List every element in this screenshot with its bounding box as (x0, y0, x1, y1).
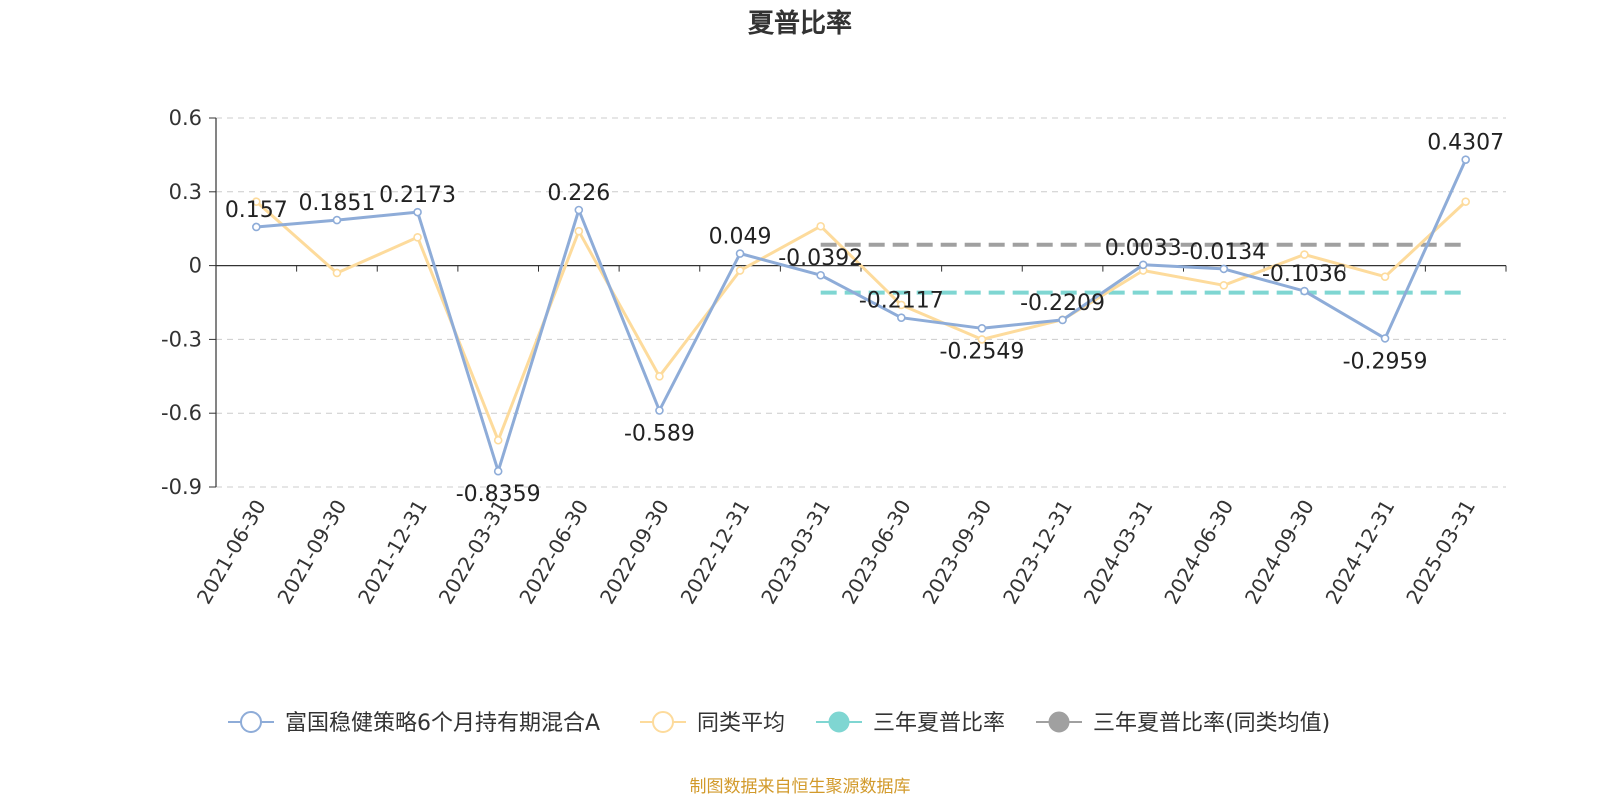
data-point (493, 435, 503, 445)
data-point (1461, 155, 1470, 164)
data-point (1219, 280, 1229, 290)
legend-item[interactable]: 三年夏普比率(同类均值) (1036, 711, 1330, 736)
legend-marker (828, 711, 850, 733)
x-tick-label: 2022-06-30 (514, 496, 593, 609)
y-tick-label: -0.6 (161, 401, 202, 425)
data-point (413, 233, 422, 242)
data-label: -0.2959 (1343, 349, 1428, 374)
series-line (256, 158, 1468, 473)
legend-item[interactable]: 同类平均 (640, 711, 785, 736)
data-point (655, 406, 664, 415)
y-tick-label: 0 (189, 254, 202, 278)
data-label: -0.2117 (859, 289, 944, 314)
data-point (252, 222, 261, 232)
y-tick-label: 0.3 (169, 180, 202, 204)
data-point (735, 249, 745, 258)
x-tick-label: 2021-12-31 (353, 496, 432, 609)
data-point (574, 226, 584, 236)
x-tick-label: 2024-06-30 (1159, 496, 1238, 609)
data-point (493, 466, 503, 476)
data-point (735, 266, 745, 275)
series-line (255, 200, 1467, 442)
series-lines (252, 155, 1470, 476)
legend-label: 富国稳健策略6个月持有期混合A (285, 711, 600, 736)
legend-item[interactable]: 富国稳健策略6个月持有期混合A (228, 711, 600, 736)
x-tick-label: 2023-09-30 (917, 496, 996, 609)
legend-label: 三年夏普比率 (873, 711, 1005, 736)
data-point (1219, 264, 1229, 274)
data-label: 0.4307 (1427, 131, 1504, 156)
x-tick-label: 2023-12-31 (998, 496, 1077, 609)
data-point (574, 205, 584, 215)
legend-marker (1048, 711, 1070, 733)
x-tick-label: 2022-09-30 (595, 496, 674, 609)
data-source-note: 制图数据来自恒生聚源数据库 (690, 777, 911, 797)
legend-item[interactable]: 三年夏普比率 (816, 711, 1005, 736)
y-tick-label: -0.3 (161, 327, 202, 351)
data-point (655, 371, 664, 381)
data-point (1461, 197, 1470, 206)
x-tick-label: 2024-12-31 (1320, 496, 1399, 609)
legend[interactable]: 富国稳健策略6个月持有期混合A 同类平均 三年夏普比率 三年夏普比率(同类均值) (228, 711, 1330, 736)
data-point (897, 300, 906, 310)
legend-marker (240, 711, 262, 733)
legend-label: 同类平均 (697, 711, 785, 736)
data-point (332, 268, 342, 278)
data-label: 0.157 (225, 198, 288, 223)
data-label: 0.049 (709, 225, 772, 250)
legend-label: 三年夏普比率(同类均值) (1093, 711, 1330, 736)
data-point (1380, 334, 1390, 343)
data-label: -0.589 (624, 421, 695, 446)
x-tick-label: 2025-03-31 (1401, 496, 1480, 609)
reference-lines (820, 242, 1466, 295)
data-point (252, 197, 261, 206)
data-label: -0.0392 (778, 246, 863, 271)
data-label: -0.0134 (1181, 240, 1266, 265)
data-label: -0.1036 (1262, 262, 1347, 287)
grid-lines (216, 117, 1506, 488)
x-tick-label: 2022-03-31 (434, 496, 513, 609)
data-label: 0.2173 (379, 183, 456, 208)
data-point (897, 313, 906, 322)
data-point (977, 335, 987, 344)
x-tick-label: 2021-06-30 (192, 496, 271, 609)
data-point (1058, 315, 1067, 325)
data-point (1380, 272, 1390, 281)
data-point (816, 270, 825, 280)
data-point (1300, 286, 1309, 296)
data-label: -0.2549 (939, 339, 1024, 364)
x-tick-label: 2023-06-30 (837, 496, 916, 609)
x-tick-label: 2023-03-31 (756, 496, 835, 609)
x-tick-label: 2024-03-31 (1079, 496, 1158, 609)
data-labels: 0.157 0.1851 0.2173 -0.8359 0.226 -0.589 0.049… (225, 131, 1504, 508)
data-point (1138, 260, 1148, 270)
data-point (977, 324, 987, 333)
chart-title: 夏普比率 (748, 8, 852, 39)
x-tick-label: 2021-09-30 (272, 496, 351, 609)
data-label: 0.226 (547, 181, 610, 206)
y-tick-label: -0.9 (161, 475, 202, 499)
data-label: 0.1851 (298, 191, 375, 216)
data-label: -0.2209 (1020, 291, 1105, 316)
legend-marker (652, 711, 674, 733)
x-tick-label: 2024-09-30 (1240, 496, 1319, 609)
x-tick-label: 2022-12-31 (675, 496, 754, 609)
data-point (1300, 250, 1309, 259)
data-label: 0.0033 (1105, 236, 1182, 261)
data-point (332, 215, 342, 225)
data-point (413, 207, 422, 217)
y-tick-label: 0.6 (169, 106, 202, 130)
data-label: -0.8359 (456, 482, 541, 507)
data-point (816, 221, 825, 231)
